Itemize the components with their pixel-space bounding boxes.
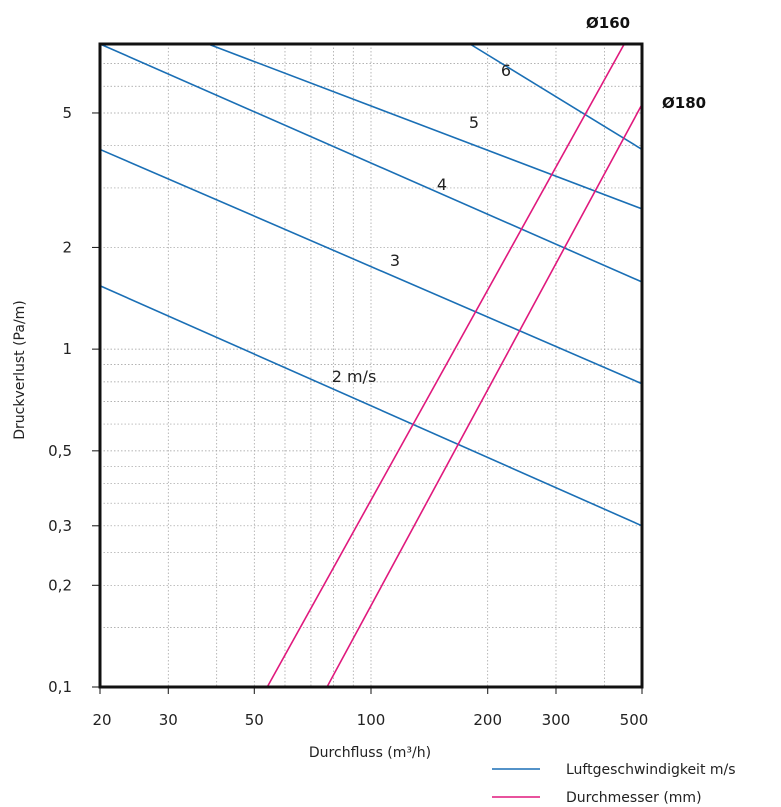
legend: Luftgeschwindigkeit m/s Durchmesser (mm) [492,762,736,806]
y-tick-label: 2 [62,238,72,256]
x-tick-label: 500 [620,711,649,729]
y-tick-label: 0,5 [48,442,72,460]
diameter-line-0 [266,43,625,688]
line-labels: 2 m/s 3 4 5 6 Ø160 Ø180 [332,14,706,386]
velocity-label: 2 m/s [332,367,377,386]
grid [100,44,642,687]
velocity-label: 3 [390,251,400,270]
diameter-line-1 [326,104,643,688]
x-tick-label: 30 [159,711,178,729]
legend-diameter-label: Durchmesser (mm) [566,790,702,806]
velocity-label: 6 [501,61,511,80]
velocity-label: 5 [469,113,479,132]
y-tick-label: 1 [62,340,72,358]
velocity-line-0 [99,285,643,527]
axis-ticks: 20 30 50 100 200 300 500 0,1 0,2 0,3 0,5 1 2 5 [48,104,648,729]
velocity-line-1 [99,148,643,385]
y-axis-title: Druckverlust (Pa/m) [12,300,28,440]
x-tick-label: 100 [357,711,386,729]
y-tick-label: 0,3 [48,517,72,535]
y-tick-label: 0,2 [48,576,72,594]
x-tick-label: 200 [473,711,502,729]
diameter-label: Ø160 [586,14,630,32]
x-tick-label: 50 [245,711,264,729]
diameter-label: Ø180 [662,94,706,112]
velocity-line-4 [469,43,643,151]
velocity-line-3 [207,43,643,210]
y-tick-label: 5 [62,104,72,122]
legend-velocity-label: Luftgeschwindigkeit m/s [566,762,736,778]
x-tick-label: 300 [542,711,571,729]
velocity-label: 4 [437,175,447,194]
velocity-line-2 [99,43,643,283]
x-axis-title: Durchfluss (m³/h) [309,745,431,761]
series-lines [99,43,643,688]
y-tick-label: 0,1 [48,678,72,696]
x-tick-label: 20 [92,711,111,729]
